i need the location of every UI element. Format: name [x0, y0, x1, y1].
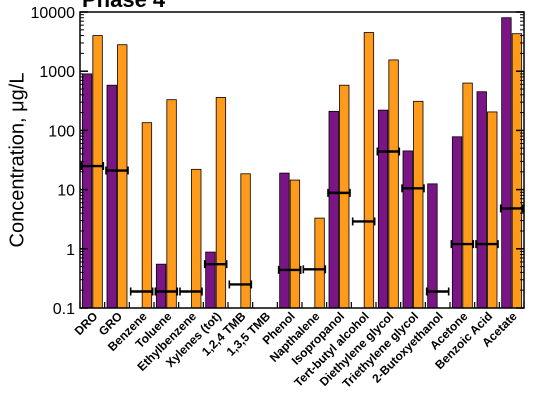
bar-purple-3	[155, 263, 167, 309]
bar-orange-2	[141, 122, 153, 309]
bar-orange-4	[191, 168, 202, 309]
bar-purple-0	[81, 73, 93, 309]
bar-orange-15	[462, 82, 473, 309]
bar-orange-5	[215, 97, 227, 309]
y-tick-label-1: 1	[66, 242, 75, 259]
bar-purple-13	[402, 150, 413, 309]
bar-purple-15	[451, 136, 463, 309]
bar-purple-1	[106, 84, 117, 309]
y-tick-label-0: 0.1	[53, 301, 75, 318]
bar-orange-16	[487, 111, 498, 309]
bar-purple-8	[279, 172, 290, 309]
bar-orange-1	[117, 44, 128, 309]
bar-purple-17	[501, 17, 512, 309]
bar-purple-12	[377, 109, 389, 309]
bar-orange-9	[314, 217, 325, 309]
bar-purple-5	[205, 251, 216, 309]
y-tick-label-4: 1000	[39, 64, 75, 81]
bar-orange-3	[166, 99, 177, 309]
bar-purple-14	[427, 183, 438, 309]
bar-orange-11	[363, 32, 375, 309]
y-tick-label-3: 100	[48, 123, 75, 140]
x-tick-label-0: DRO	[72, 309, 101, 338]
bar-orange-13	[413, 100, 424, 309]
bar-orange-6	[240, 173, 251, 309]
bar-purple-16	[476, 91, 487, 309]
bar-orange-10	[339, 84, 350, 309]
y-tick-label-2: 10	[57, 183, 75, 200]
bar-orange-12	[388, 59, 399, 309]
bar-orange-8	[289, 179, 301, 309]
bar-purple-10	[328, 110, 339, 309]
chart-title: Phase 4	[82, 0, 165, 13]
bar-orange-0	[92, 35, 103, 309]
y-tick-label-5: 10000	[31, 5, 76, 22]
